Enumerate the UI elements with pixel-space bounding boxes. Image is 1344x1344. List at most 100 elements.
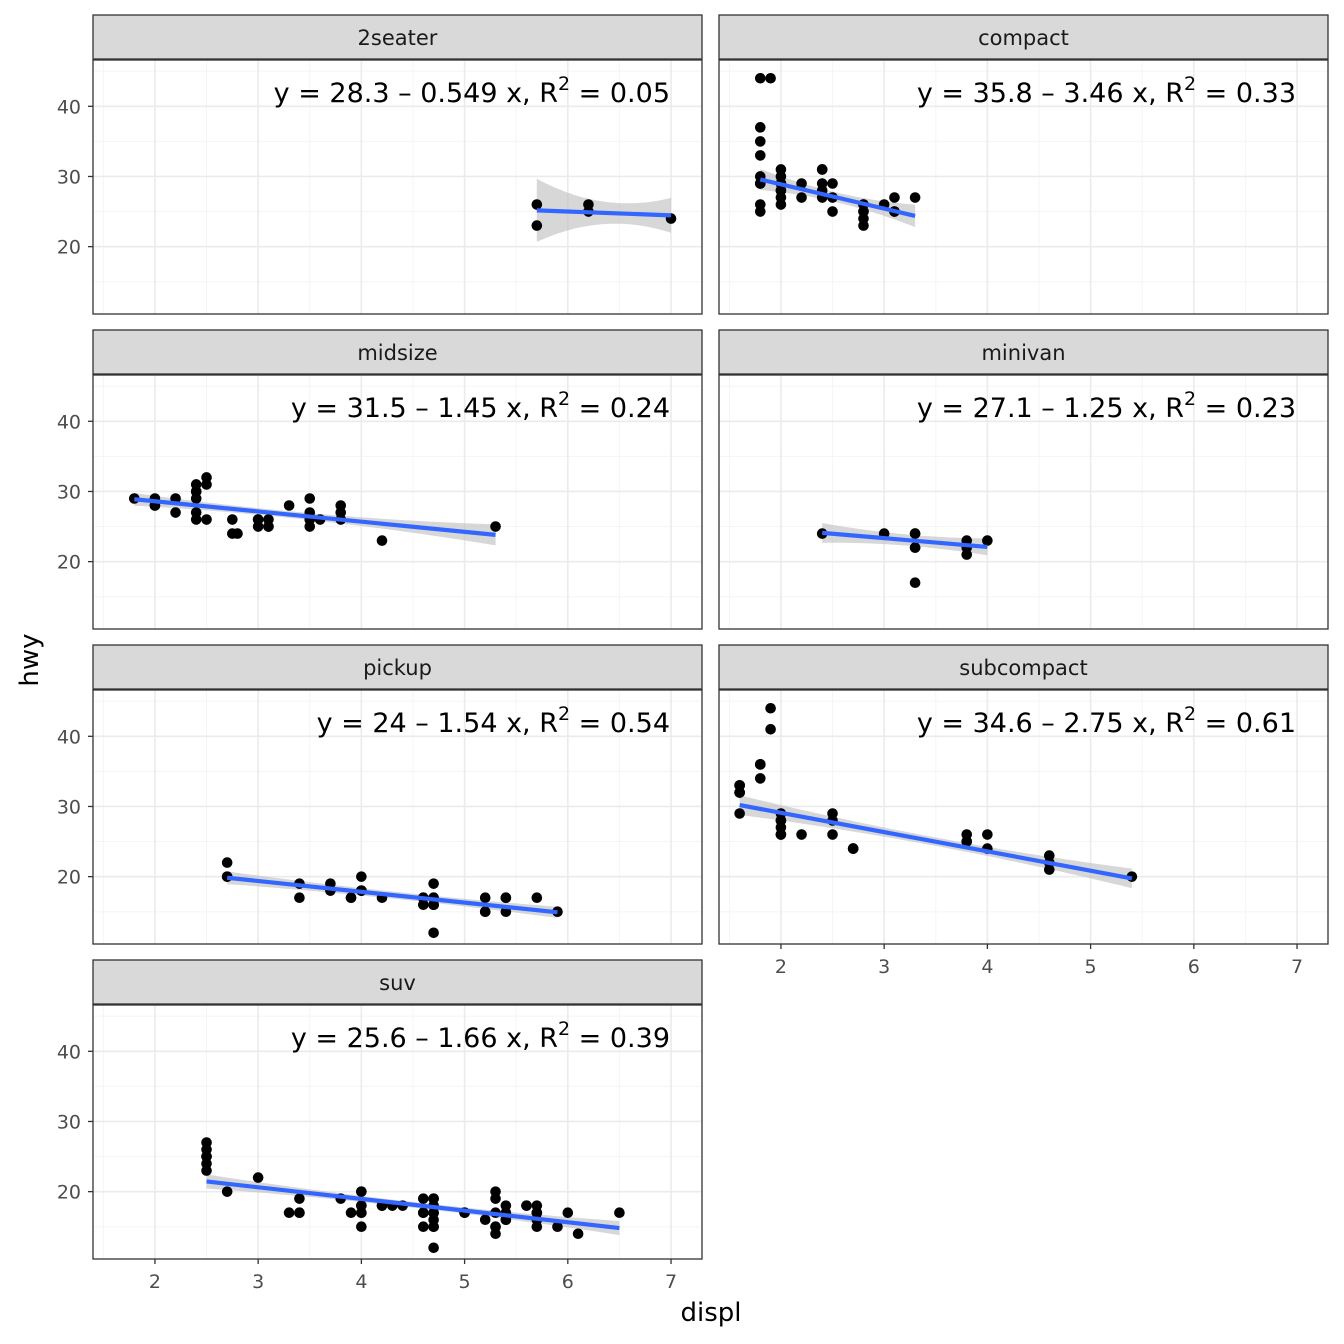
facet-panel-2seater: 2seater y = 28.3 – 0.549 x, R2 = 0.05 20 30… bbox=[57, 14, 703, 315]
facet-panel-pickup: pickup y = 24 – 1.54 x, R2 = 0.54 20 30 40 bbox=[57, 644, 703, 945]
strip-label: suv bbox=[379, 971, 416, 995]
y-tick-label: 30 bbox=[57, 1111, 81, 1133]
data-layer bbox=[734, 702, 1138, 889]
data-point bbox=[827, 206, 838, 217]
x-tick-label: 5 bbox=[1085, 956, 1097, 978]
grid-lines bbox=[93, 60, 702, 314]
y-tick-label: 30 bbox=[57, 796, 81, 818]
plot-area bbox=[93, 1005, 702, 1259]
strip-label: compact bbox=[978, 26, 1069, 50]
data-point bbox=[858, 213, 869, 224]
data-point bbox=[531, 892, 543, 903]
data-point bbox=[479, 906, 491, 918]
data-point bbox=[754, 773, 766, 784]
data-point bbox=[356, 871, 367, 882]
data-point bbox=[490, 1221, 501, 1233]
data-point bbox=[889, 192, 900, 203]
data-point bbox=[775, 199, 787, 210]
y-tick-label: 20 bbox=[57, 237, 81, 259]
data-point bbox=[521, 1200, 532, 1211]
strip-label: minivan bbox=[981, 341, 1065, 365]
data-point bbox=[190, 486, 202, 497]
panel-border bbox=[92, 59, 703, 315]
data-point bbox=[294, 892, 305, 903]
facet-panel-minivan: minivan y = 27.1 – 1.25 x, R2 = 0.23 bbox=[718, 329, 1329, 630]
regression-line bbox=[226, 875, 558, 915]
regression-line bbox=[134, 497, 496, 537]
data-point bbox=[283, 1207, 295, 1218]
confidence-band bbox=[536, 178, 671, 242]
strip-label: subcompact bbox=[959, 656, 1087, 680]
data-point bbox=[827, 829, 838, 840]
panel-border bbox=[718, 374, 1329, 630]
data-point bbox=[221, 1186, 233, 1197]
data-point bbox=[796, 192, 807, 203]
regression-equation: y = 35.8 – 3.46 x, R2 = 0.33 bbox=[917, 73, 1296, 109]
plot-area bbox=[93, 60, 702, 314]
data-point bbox=[847, 843, 859, 854]
data-point bbox=[252, 1172, 264, 1183]
data-point bbox=[356, 1200, 367, 1211]
facet-panels: 2seater y = 28.3 – 0.549 x, R2 = 0.05 20 30… bbox=[57, 14, 1329, 1293]
data-point bbox=[201, 1137, 212, 1148]
panel-border bbox=[92, 1004, 703, 1260]
data-layer bbox=[754, 72, 921, 231]
y-tick-label: 40 bbox=[57, 1041, 81, 1063]
data-point bbox=[531, 220, 543, 231]
x-tick-label: 6 bbox=[562, 1271, 574, 1293]
data-point bbox=[428, 899, 439, 911]
strip-background bbox=[718, 644, 1329, 690]
y-tick-label: 20 bbox=[57, 867, 81, 889]
facet-panel-subcompact: subcompact y = 34.6 – 2.75 x, R2 = 0.61 2 3… bbox=[718, 644, 1329, 978]
y-axis-title: hwy bbox=[15, 633, 45, 686]
regression-equation: y = 31.5 – 1.45 x, R2 = 0.24 bbox=[291, 388, 670, 424]
data-layer bbox=[221, 857, 563, 939]
data-point bbox=[1044, 850, 1055, 861]
y-tick-label: 40 bbox=[57, 96, 81, 118]
data-point bbox=[227, 528, 238, 539]
data-point bbox=[356, 1221, 367, 1233]
data-point bbox=[827, 178, 838, 189]
grid-lines bbox=[93, 690, 702, 944]
data-point bbox=[816, 178, 828, 189]
panel-border bbox=[718, 59, 1329, 315]
data-point bbox=[775, 815, 787, 826]
regression-line bbox=[759, 177, 916, 218]
data-point bbox=[201, 514, 212, 525]
data-point bbox=[221, 857, 233, 868]
panel-border bbox=[92, 374, 703, 630]
data-point bbox=[909, 528, 921, 539]
data-point bbox=[170, 507, 181, 518]
x-axis-title: displ bbox=[680, 1298, 741, 1328]
data-point bbox=[734, 808, 745, 819]
regression-equation: y = 27.1 – 1.25 x, R2 = 0.23 bbox=[917, 388, 1296, 424]
data-point bbox=[754, 150, 766, 161]
panel-border bbox=[718, 689, 1329, 945]
data-layer bbox=[816, 523, 993, 588]
data-point bbox=[754, 759, 766, 770]
data-point bbox=[614, 1207, 625, 1218]
strip-background bbox=[92, 959, 703, 1005]
data-point bbox=[775, 185, 787, 196]
data-point bbox=[775, 829, 787, 840]
data-point bbox=[961, 549, 973, 560]
data-point bbox=[190, 507, 202, 518]
data-point bbox=[552, 1221, 563, 1233]
data-point bbox=[982, 535, 993, 546]
data-point bbox=[754, 136, 766, 147]
facet-panel-compact: compact y = 35.8 – 3.46 x, R2 = 0.33 bbox=[718, 14, 1329, 315]
data-point bbox=[961, 836, 973, 847]
data-point bbox=[479, 892, 491, 903]
data-point bbox=[754, 122, 766, 133]
data-point bbox=[201, 1151, 212, 1162]
data-point bbox=[263, 514, 274, 525]
data-point bbox=[304, 493, 316, 504]
plot-area bbox=[719, 375, 1328, 629]
data-point bbox=[816, 164, 828, 175]
data-point bbox=[428, 1242, 439, 1254]
regression-line bbox=[822, 530, 988, 549]
x-tick-label: 7 bbox=[1291, 956, 1303, 978]
data-point bbox=[294, 1207, 305, 1218]
data-point bbox=[754, 72, 766, 84]
